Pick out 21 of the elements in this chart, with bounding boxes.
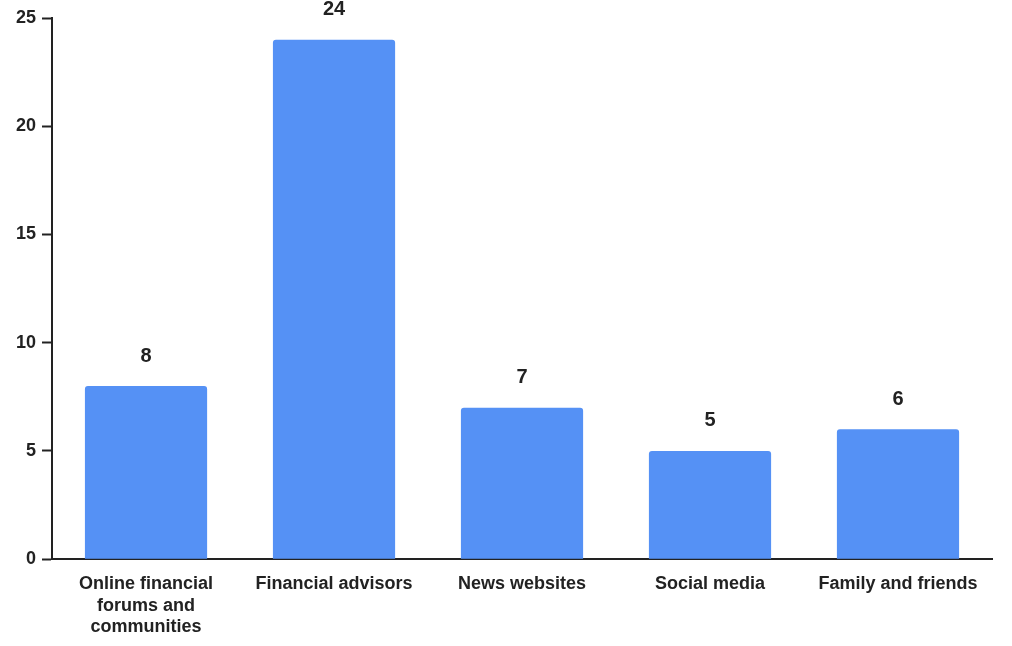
bar <box>836 429 960 559</box>
data-label: 8 <box>140 343 152 366</box>
data-label: 5 <box>704 408 716 431</box>
x-tick-label: Social media <box>654 572 767 593</box>
data-label: 7 <box>516 365 528 388</box>
y-tick-label: 5 <box>26 439 37 460</box>
y-tick-label: 0 <box>26 548 37 569</box>
data-label: 6 <box>892 386 904 409</box>
data-label: 24 <box>322 0 347 20</box>
x-tick-label: News websites <box>457 572 587 593</box>
bar <box>84 386 208 559</box>
bar <box>648 450 772 559</box>
x-tick-label: Financial advisors <box>255 572 413 593</box>
bar <box>460 407 584 559</box>
y-tick-label: 15 <box>15 223 37 244</box>
x-tick-label: Online financial forums and communities <box>79 572 214 637</box>
bar <box>272 39 396 559</box>
y-tick-label: 20 <box>15 115 37 136</box>
y-tick-label: 10 <box>15 331 37 352</box>
y-tick-label: 25 <box>15 6 37 27</box>
x-tick-label: Family and friends <box>818 572 978 593</box>
